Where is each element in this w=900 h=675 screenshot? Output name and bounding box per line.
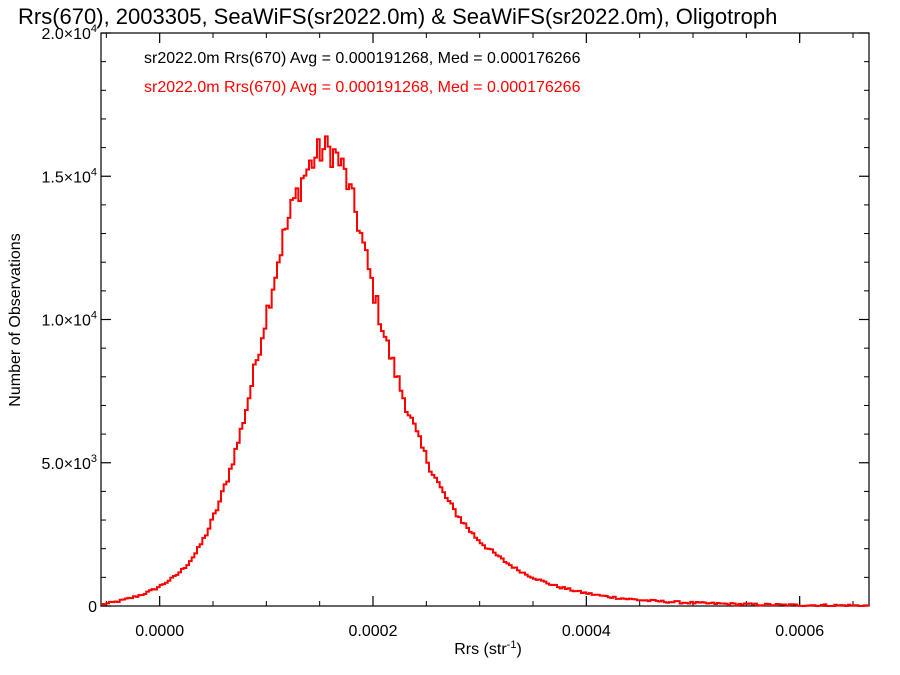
chart-title: Rrs(670), 2003305, SeaWiFS(sr2022.0m) & … (18, 4, 777, 29)
x-axis: 0.0000 0.0002 0.0004 0.0006 (105, 33, 854, 640)
legend-entry-red: sr2022.0m Rrs(670) Avg = 0.000191268, Me… (144, 79, 581, 96)
y-tick-label: 2.0×104 (41, 23, 97, 43)
y-tick-label: 0 (88, 599, 97, 616)
legend-entry-black: sr2022.0m Rrs(670) Avg = 0.000191268, Me… (144, 50, 581, 67)
x-tick-label: 0.0004 (562, 623, 611, 640)
x-axis-label: Rrs (str-1) (454, 639, 522, 658)
x-tick-label: 0.0000 (135, 623, 184, 640)
x-tick-label: 0.0002 (349, 623, 398, 640)
histogram-series-line (101, 135, 869, 607)
y-axis-label: Number of Observations (7, 233, 24, 406)
y-axis: 0 5.0×103 1.0×104 1.5×104 2.0×104 (41, 23, 869, 616)
y-tick-label: 5.0×103 (41, 453, 97, 473)
y-tick-label: 1.0×104 (41, 310, 97, 330)
x-tick-label: 0.0006 (775, 623, 824, 640)
y-tick-label: 1.5×104 (41, 166, 97, 186)
x-axis-label-exponent: -1 (507, 639, 517, 651)
